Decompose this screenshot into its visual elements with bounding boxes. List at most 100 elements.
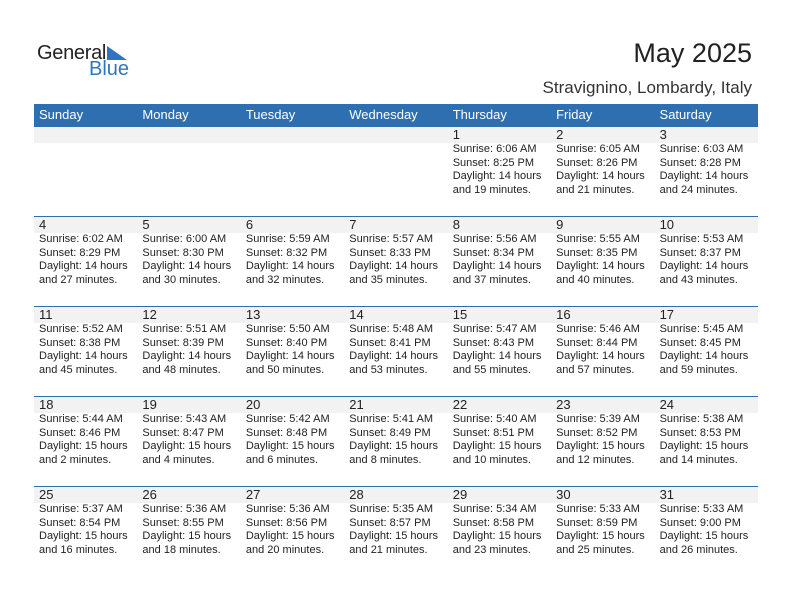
week-row: 25 Sunrise: 5:37 AM Sunset: 8:54 PM Dayligh… <box>34 486 758 577</box>
sunset-text: Sunset: 8:41 PM <box>349 336 431 349</box>
day-number: 30 <box>556 487 571 502</box>
daylight-minutes-text: and 27 minutes. <box>39 273 118 286</box>
sunrise-text: Sunrise: 5:45 AM <box>659 323 744 335</box>
daylight-minutes-text: and 12 minutes. <box>556 453 635 466</box>
daylight-minutes-text: and 4 minutes. <box>142 453 215 466</box>
location: Stravignino, Lombardy, Italy <box>542 78 752 97</box>
weekday-thursday: Thursday <box>452 107 507 122</box>
weekday-monday: Monday <box>142 107 189 122</box>
daylight-minutes-text: and 19 minutes. <box>452 183 531 196</box>
week-row: 1 Sunrise: 6:06 AM Sunset: 8:25 PM Daylight… <box>34 126 758 217</box>
day-number: 17 <box>659 307 675 322</box>
day-number: 22 <box>452 397 468 412</box>
empty-day-cell <box>137 127 240 217</box>
sunrise-text: Sunrise: 5:38 AM <box>659 413 744 425</box>
daylight-text: Daylight: 15 hours <box>142 440 232 452</box>
day-number: 11 <box>39 307 53 322</box>
sunrise-text: Sunrise: 5:47 AM <box>452 323 537 335</box>
daylight-text: Daylight: 14 hours <box>349 260 438 272</box>
sunrise-text: Sunrise: 5:43 AM <box>142 413 227 425</box>
sunset-text: Sunset: 8:40 PM <box>245 336 328 349</box>
daylight-minutes-text: and 59 minutes. <box>659 363 738 376</box>
sunset-text: Sunset: 8:59 PM <box>556 516 638 529</box>
sunset-text: Sunset: 8:26 PM <box>556 156 638 169</box>
daylight-minutes-text: and 37 minutes. <box>452 273 531 286</box>
day-number: 27 <box>245 487 261 502</box>
day-number: 26 <box>142 487 157 502</box>
day-cell: 1 Sunrise: 6:06 AM Sunset: 8:25 PM Daylight… <box>448 127 551 217</box>
day-cell: 19 Sunrise: 5:43 AM Sunset: 8:47 PM Dayligh… <box>137 397 240 487</box>
day-cell: 18 Sunrise: 5:44 AM Sunset: 8:46 PM Dayligh… <box>34 397 137 487</box>
day-cell: 17 Sunrise: 5:45 AM Sunset: 8:45 PM Dayligh… <box>655 307 758 397</box>
day-cell: 23 Sunrise: 5:39 AM Sunset: 8:52 PM Dayligh… <box>551 397 654 487</box>
sunrise-text: Sunrise: 6:06 AM <box>452 143 537 155</box>
day-number: 15 <box>452 307 468 322</box>
day-number: 19 <box>142 397 157 412</box>
sunset-text: Sunset: 8:51 PM <box>452 426 535 439</box>
sunrise-text: Sunrise: 6:00 AM <box>142 233 227 245</box>
daylight-text: Daylight: 15 hours <box>39 530 128 542</box>
sunset-text: Sunset: 8:55 PM <box>142 516 224 529</box>
daylight-minutes-text: and 21 minutes. <box>349 543 428 556</box>
daylight-minutes-text: and 24 minutes. <box>659 183 738 196</box>
week-row: 18 Sunrise: 5:44 AM Sunset: 8:46 PM Dayligh… <box>34 396 758 487</box>
day-cell: 26 Sunrise: 5:36 AM Sunset: 8:55 PM Dayligh… <box>137 487 240 577</box>
day-cell: 14 Sunrise: 5:48 AM Sunset: 8:41 PM Dayligh… <box>344 307 447 397</box>
sunset-text: Sunset: 8:48 PM <box>245 426 328 439</box>
empty-day-cell <box>241 127 344 217</box>
day-number: 21 <box>349 397 364 412</box>
day-number: 29 <box>452 487 468 502</box>
daylight-text: Daylight: 15 hours <box>452 530 542 542</box>
page-title: May 2025 <box>633 38 752 68</box>
day-number: 9 <box>556 217 564 232</box>
daylight-minutes-text: and 55 minutes. <box>452 363 531 376</box>
daylight-text: Daylight: 14 hours <box>142 260 232 272</box>
sunset-text: Sunset: 8:53 PM <box>659 426 741 439</box>
sunset-text: Sunset: 8:39 PM <box>142 336 224 349</box>
daylight-minutes-text: and 32 minutes. <box>245 273 325 286</box>
sunrise-text: Sunrise: 5:52 AM <box>39 323 123 335</box>
day-cell: 31 Sunrise: 5:33 AM Sunset: 9:00 PM Dayligh… <box>655 487 758 577</box>
sunset-text: Sunset: 8:56 PM <box>245 516 328 529</box>
day-cell: 24 Sunrise: 5:38 AM Sunset: 8:53 PM Dayligh… <box>655 397 758 487</box>
day-number: 23 <box>556 397 571 412</box>
daylight-text: Daylight: 14 hours <box>349 350 438 362</box>
date-strip <box>34 307 758 323</box>
date-strip <box>34 127 758 143</box>
day-cell: 20 Sunrise: 5:42 AM Sunset: 8:48 PM Dayligh… <box>241 397 344 487</box>
day-cell: 3 Sunrise: 6:03 AM Sunset: 8:28 PM Daylight… <box>655 127 758 217</box>
sunset-text: Sunset: 8:46 PM <box>39 426 121 439</box>
sunrise-text: Sunrise: 5:53 AM <box>659 233 744 245</box>
day-cell: 16 Sunrise: 5:46 AM Sunset: 8:44 PM Dayligh… <box>551 307 654 397</box>
sunrise-text: Sunrise: 5:55 AM <box>556 233 640 245</box>
day-number: 4 <box>39 217 47 232</box>
sunset-text: Sunset: 8:25 PM <box>452 156 535 169</box>
weekday-tuesday: Tuesday <box>245 107 296 122</box>
day-number: 8 <box>452 217 460 232</box>
daylight-text: Daylight: 15 hours <box>659 530 749 542</box>
sunrise-text: Sunrise: 5:37 AM <box>39 503 123 515</box>
logo-blue: Blue <box>89 58 130 80</box>
sunset-text: Sunset: 8:30 PM <box>142 246 224 259</box>
daylight-text: Daylight: 14 hours <box>659 350 749 362</box>
sunrise-text: Sunrise: 5:57 AM <box>349 233 434 245</box>
week-row: 11 Sunrise: 5:52 AM Sunset: 8:38 PM Dayligh… <box>34 306 758 397</box>
day-cell: 28 Sunrise: 5:35 AM Sunset: 8:57 PM Dayligh… <box>344 487 447 577</box>
sunrise-text: Sunrise: 5:36 AM <box>245 503 330 515</box>
day-cell: 6 Sunrise: 5:59 AM Sunset: 8:32 PM Daylight… <box>241 217 344 307</box>
day-number: 18 <box>39 397 54 412</box>
day-cell: 29 Sunrise: 5:34 AM Sunset: 8:58 PM Dayligh… <box>448 487 551 577</box>
daylight-text: Daylight: 15 hours <box>142 530 232 542</box>
daylight-text: Daylight: 15 hours <box>245 530 335 542</box>
daylight-text: Daylight: 14 hours <box>452 170 542 182</box>
daylight-text: Daylight: 15 hours <box>349 530 438 542</box>
sunrise-text: Sunrise: 5:59 AM <box>245 233 330 245</box>
day-number: 6 <box>245 217 254 232</box>
day-number: 31 <box>659 487 675 502</box>
daylight-text: Daylight: 14 hours <box>39 260 128 272</box>
daylight-text: Daylight: 15 hours <box>349 440 438 452</box>
logo-general: General <box>37 42 107 64</box>
date-strip <box>34 487 758 503</box>
daylight-minutes-text: and 8 minutes. <box>349 453 422 466</box>
daylight-text: Daylight: 14 hours <box>142 350 232 362</box>
